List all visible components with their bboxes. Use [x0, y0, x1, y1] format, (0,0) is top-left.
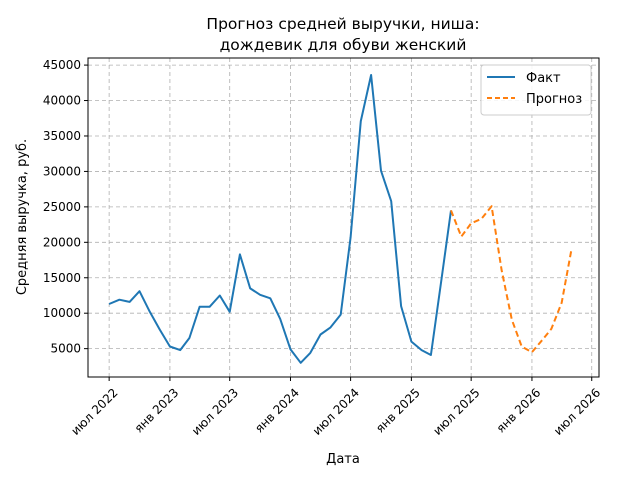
- y-tick-label: 10000: [43, 306, 81, 320]
- x-tick-label: июл 2023: [189, 386, 241, 438]
- series-line-fact: [108, 74, 452, 364]
- x-tick-label: янв 2026: [494, 386, 544, 436]
- legend-label-forecast: Прогноз: [526, 92, 582, 107]
- y-tick-label: 30000: [43, 164, 81, 178]
- y-axis-label: Средняя выручка, руб.: [15, 139, 30, 295]
- x-tick-label: янв 2024: [252, 386, 302, 436]
- chart-title: Прогноз средней выручки, ниша:: [206, 15, 479, 33]
- x-axis-label: Дата: [326, 452, 360, 467]
- x-tick-label: июл 2024: [310, 386, 362, 438]
- x-tick-label: июл 2025: [430, 386, 482, 438]
- y-tick-label: 20000: [43, 235, 81, 249]
- y-tick-label: 15000: [43, 271, 81, 285]
- y-axis-ticks: 5000 10000 15000 20000 25000 30000 35000 40000 4…: [43, 58, 88, 356]
- x-tick-label: июл 2022: [68, 386, 120, 438]
- plot-frame: [87, 57, 600, 378]
- x-tick-label: янв 2023: [132, 386, 182, 436]
- y-tick-label: 45000: [43, 58, 81, 72]
- legend-label-fact: Факт: [526, 71, 561, 86]
- x-tick-label: июл 2026: [551, 386, 603, 438]
- series-line-forecast: [450, 205, 573, 354]
- chart-subtitle: дождевик для обуви женский: [220, 36, 467, 54]
- grid: [88, 58, 599, 377]
- x-axis-ticks: июл 2022 янв 2023 июл 2023 янв 2024 июл 2024…: [68, 377, 603, 438]
- legend: Факт Прогноз: [480, 64, 592, 116]
- y-tick-label: 5000: [50, 342, 81, 356]
- y-tick-label: 40000: [43, 94, 81, 108]
- y-tick-label: 25000: [43, 200, 81, 214]
- series-lines: [108, 74, 573, 364]
- y-tick-label: 35000: [43, 129, 81, 143]
- x-tick-label: янв 2025: [373, 386, 423, 436]
